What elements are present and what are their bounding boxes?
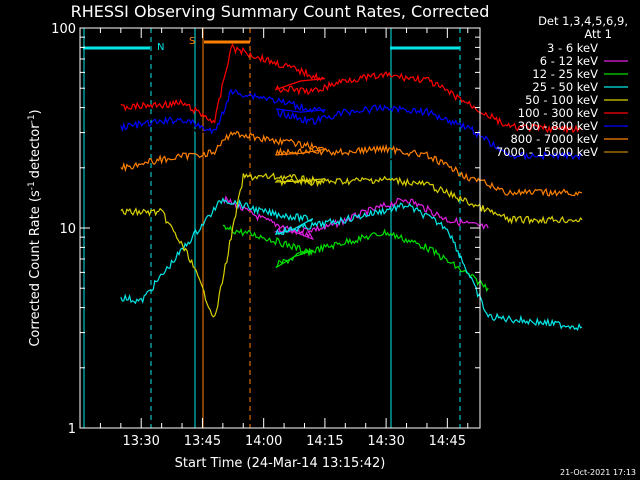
legend-label: 3 - 6 keV	[547, 41, 598, 55]
series-50-100keV	[120, 172, 583, 318]
plot-overlays: NS	[83, 28, 461, 428]
y-axis-label-main: Corrected Count Rate (s	[28, 190, 43, 347]
y-axis-label-unit: detector	[28, 123, 43, 179]
y-axis: 1 10 100	[51, 22, 480, 437]
legend-label: 25 - 50 keV	[532, 80, 598, 94]
y-axis-label-sup-1: -1	[27, 181, 37, 190]
x-tick-label: 14:45	[429, 434, 466, 449]
saa-annotation: S	[189, 36, 195, 47]
x-tick-label: 14:15	[306, 434, 343, 449]
series-6-12keV	[222, 195, 489, 241]
x-tick-label: 14:30	[367, 434, 404, 449]
series-12-25keV	[222, 224, 489, 293]
series-line	[120, 43, 583, 134]
night-annotation: N	[157, 42, 164, 53]
y-axis-label-close: )	[28, 109, 43, 114]
x-axis: 13:30 13:45 14:00 14:15 14:30 14:45	[99, 28, 469, 449]
series-line	[120, 197, 583, 332]
y-tick-label: 10	[59, 222, 76, 237]
series-800-7000keV	[120, 130, 583, 197]
series-line	[222, 195, 489, 241]
legend-label: 50 - 100 keV	[525, 93, 598, 107]
series-line	[120, 172, 583, 318]
series-line	[120, 88, 583, 161]
legend-header-2: Att 1	[584, 27, 612, 41]
series-layer	[120, 43, 583, 332]
x-tick-label: 14:00	[245, 434, 282, 449]
legend-header-1: Det 1,3,4,5,6,9,	[538, 14, 628, 28]
y-tick-label: 1	[68, 422, 76, 437]
y-tick-label: 100	[51, 22, 76, 37]
chart-title: RHESSI Observing Summary Count Rates, Co…	[71, 2, 490, 21]
legend-label: 800 - 7000 keV	[510, 132, 598, 146]
series-100-300keV	[120, 43, 583, 134]
x-tick-label: 13:30	[122, 434, 159, 449]
series-300-800keV	[120, 88, 583, 161]
legend-label: 300 - 800 keV	[518, 119, 598, 133]
legend-label: 6 - 12 keV	[540, 54, 598, 68]
y-axis-label-sup-2: -1	[27, 114, 37, 123]
series-line	[120, 115, 583, 172]
legend-label: 100 - 300 keV	[518, 106, 598, 120]
x-tick-label: 13:45	[184, 434, 221, 449]
series-line	[120, 130, 583, 197]
legend-label: 7000 - 15000 keV	[496, 145, 598, 159]
series-25-50keV	[120, 197, 583, 332]
legend-label: 12 - 25 keV	[532, 67, 598, 81]
series-line	[222, 224, 489, 293]
y-axis-label: Corrected Count Rate (s-1detector-1)	[27, 109, 43, 346]
footer-date: 21-Oct-2021 17:13	[560, 468, 636, 477]
series-3-6keV	[120, 115, 583, 172]
x-axis-label: Start Time (24-Mar-14 13:15:42)	[175, 456, 386, 471]
